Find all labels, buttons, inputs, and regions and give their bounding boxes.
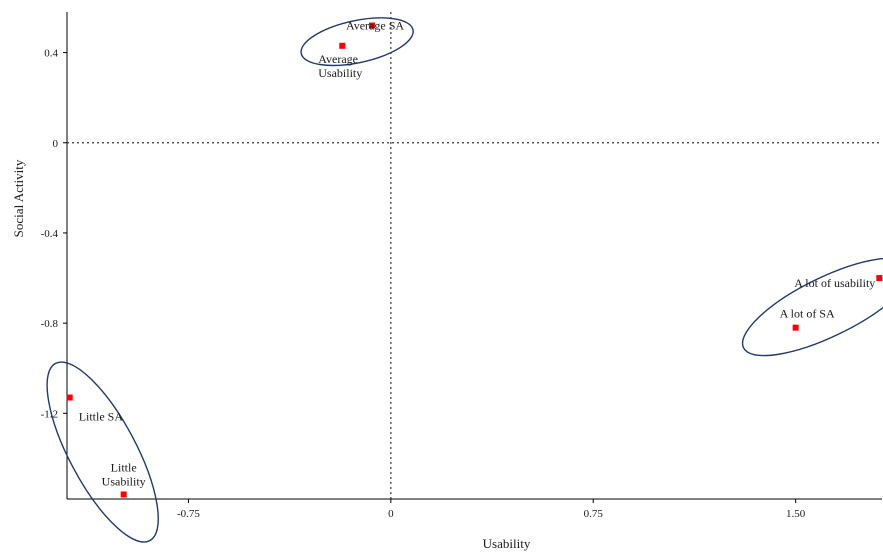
- x-tick-label: 0.75: [584, 508, 604, 520]
- y-tick-label: 0: [53, 138, 59, 150]
- point-label: Average SA: [346, 19, 404, 33]
- y-axis-title: Social Activity: [11, 159, 26, 237]
- y-tick-label: 0.4: [44, 48, 58, 60]
- point-label: A lot of SA: [780, 307, 835, 321]
- point-label: Average: [318, 52, 358, 66]
- point-label: Little: [111, 460, 137, 474]
- group-ellipse: [46, 361, 159, 543]
- data-point: [66, 394, 73, 401]
- data-point: [876, 275, 883, 282]
- x-tick-label: -0.75: [177, 508, 200, 520]
- point-label: Little SA: [79, 410, 124, 424]
- data-point: [792, 324, 799, 331]
- group-ellipse: [741, 257, 883, 357]
- y-tick-label: -0.4: [41, 228, 59, 240]
- y-tick-label: -1.2: [41, 408, 58, 420]
- y-tick-label: -0.8: [41, 318, 59, 330]
- x-tick-label: 0: [388, 508, 394, 520]
- data-point: [339, 42, 346, 49]
- data-point: [368, 22, 375, 29]
- data-point: [120, 491, 127, 498]
- point-label: Usability: [318, 66, 362, 80]
- x-tick-label: 1.50: [786, 508, 806, 520]
- x-axis-title: Usability: [483, 536, 531, 551]
- point-label: Usability: [102, 474, 146, 488]
- group-ellipse: [300, 17, 414, 67]
- point-label: A lot of usability: [794, 276, 875, 290]
